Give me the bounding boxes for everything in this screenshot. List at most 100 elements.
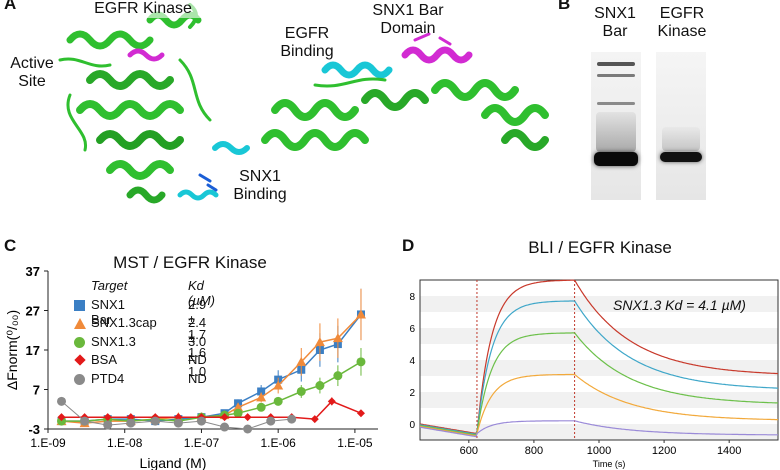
- grid-band: [420, 328, 778, 344]
- y-tick-label: 37: [26, 264, 40, 279]
- data-point: [57, 396, 67, 406]
- label-egfr-kinase: EGFR Kinase: [68, 0, 218, 18]
- sensorgram-trace: [419, 300, 778, 435]
- data-point: [273, 396, 283, 406]
- y-tick-label: 4: [409, 356, 415, 367]
- data-point: [310, 415, 319, 424]
- data-point: [220, 413, 229, 422]
- legend-label: SNX1.3: [91, 333, 136, 349]
- gel-band-main: [594, 152, 638, 166]
- x-tick-label: 1.E-08: [107, 436, 143, 450]
- y-tick-label: 7: [33, 383, 40, 398]
- legend-label: PTD4: [91, 370, 125, 386]
- y-tick-label: -3: [28, 422, 40, 437]
- x-tick-label: 600: [460, 445, 478, 457]
- data-point: [296, 386, 306, 396]
- data-point: [333, 371, 343, 381]
- data-point: [355, 309, 366, 319]
- y-tick-label: 6: [409, 324, 415, 335]
- data-point: [315, 381, 325, 391]
- bli-chart: 0 2 4 6 8 600 800 1000 1200 1400 Time (s) nm: [406, 279, 779, 469]
- data-point: [173, 418, 183, 428]
- legend-label: BSA: [91, 352, 118, 367]
- data-point: [296, 356, 307, 366]
- data-point: [273, 380, 284, 390]
- legend-kd: 2.9 ± 1.7: [188, 296, 207, 342]
- series-ptd4: [57, 396, 297, 434]
- data-point: [243, 424, 253, 434]
- data-point: [257, 387, 266, 396]
- data-point: [103, 420, 113, 430]
- x-axis-label: Ligand (M): [140, 455, 207, 470]
- panel-letter-c: C: [4, 236, 17, 255]
- data-point: [256, 392, 267, 402]
- triangle-marker-icon: [74, 318, 86, 329]
- y-tick-label: 2: [409, 388, 415, 399]
- sensorgram-trace: [419, 373, 778, 437]
- label-egfr-binding: EGFR Binding: [280, 25, 334, 60]
- panel-letter-d: D: [402, 236, 415, 255]
- circle-marker-icon: [74, 373, 85, 385]
- data-point: [57, 413, 66, 422]
- data-point: [332, 333, 343, 343]
- legend-label: SNX1 Bar: [91, 296, 125, 327]
- label-active-site: Active Site: [10, 55, 54, 90]
- data-point: [287, 414, 297, 424]
- data-point: [196, 416, 206, 426]
- data-point: [233, 408, 243, 418]
- gel-lane-snx1-bar: [591, 52, 641, 200]
- sensorgram-trace: [419, 420, 778, 438]
- legend-header-kd: Kd (µM): [188, 278, 215, 308]
- label-snx1-binding: SNX1 Binding: [233, 168, 287, 203]
- grid-band: [420, 296, 778, 312]
- gel-lane-label-egfr-kinase: EGFR Kinase: [657, 5, 707, 40]
- data-point: [126, 418, 136, 428]
- label-snx1-bar-domain: SNX1 Bar Domain: [372, 2, 444, 37]
- legend-kd: ND: [188, 352, 207, 367]
- legend-kd: ND: [188, 370, 207, 386]
- legend-kd: 3.0 ± 1.0: [188, 333, 207, 379]
- circle-marker-icon: [74, 336, 85, 348]
- gel-lane-egfr-kinase: [656, 52, 706, 200]
- y-tick-label: 27: [26, 304, 40, 319]
- grid-band: [420, 424, 778, 440]
- gel-band: [597, 102, 635, 105]
- bli-kd-annotation: SNX1.3 Kd = 4.1 µM): [613, 297, 746, 313]
- legend-header-target: Target: [91, 278, 128, 293]
- x-tick-label: 1.E-09: [30, 436, 66, 450]
- data-point: [80, 416, 90, 426]
- x-tick-label: 1400: [717, 445, 741, 457]
- gel-smear: [662, 127, 700, 151]
- panel-letter-b: B: [558, 0, 571, 13]
- data-point: [327, 397, 336, 406]
- square-marker-icon: [74, 299, 85, 311]
- y-tick-label: 0: [409, 420, 415, 431]
- grid-band: [420, 360, 778, 376]
- data-point: [256, 402, 266, 412]
- mst-chart-title: MST / EGFR Kinase: [113, 253, 267, 272]
- x-tick-label: 800: [525, 445, 543, 457]
- data-point: [150, 416, 160, 426]
- y-axis-label: ΔFnorm(⁰/₀₀): [4, 310, 20, 390]
- series-line: [61, 313, 362, 424]
- data-point: [314, 337, 325, 347]
- y-tick-label: 8: [409, 292, 415, 303]
- mst-chart: -3 7 17 27 37 1.E-09 1.E-08 1.E-07 1.E-06 1.E-05 L…: [4, 264, 378, 470]
- gel-band: [597, 74, 635, 77]
- data-point: [103, 413, 112, 422]
- x-axis-label: Time (s): [593, 459, 626, 469]
- sensorgram-trace: [419, 332, 779, 436]
- data-point: [356, 357, 366, 367]
- gel-lane-label-snx1-bar: SNX1 Bar: [594, 5, 636, 40]
- gel-band: [597, 62, 635, 66]
- snx1-bar-domain-structure: [261, 32, 549, 151]
- panel-letter-a: A: [4, 0, 17, 13]
- data-point: [233, 402, 244, 412]
- y-axis-label: nm: [406, 353, 407, 367]
- x-tick-label: 1200: [652, 445, 676, 457]
- series-line: [61, 314, 362, 422]
- x-tick-label: 1.E-05: [337, 436, 373, 450]
- data-point: [266, 416, 276, 426]
- data-point: [356, 409, 365, 418]
- x-tick-label: 1.E-06: [260, 436, 296, 450]
